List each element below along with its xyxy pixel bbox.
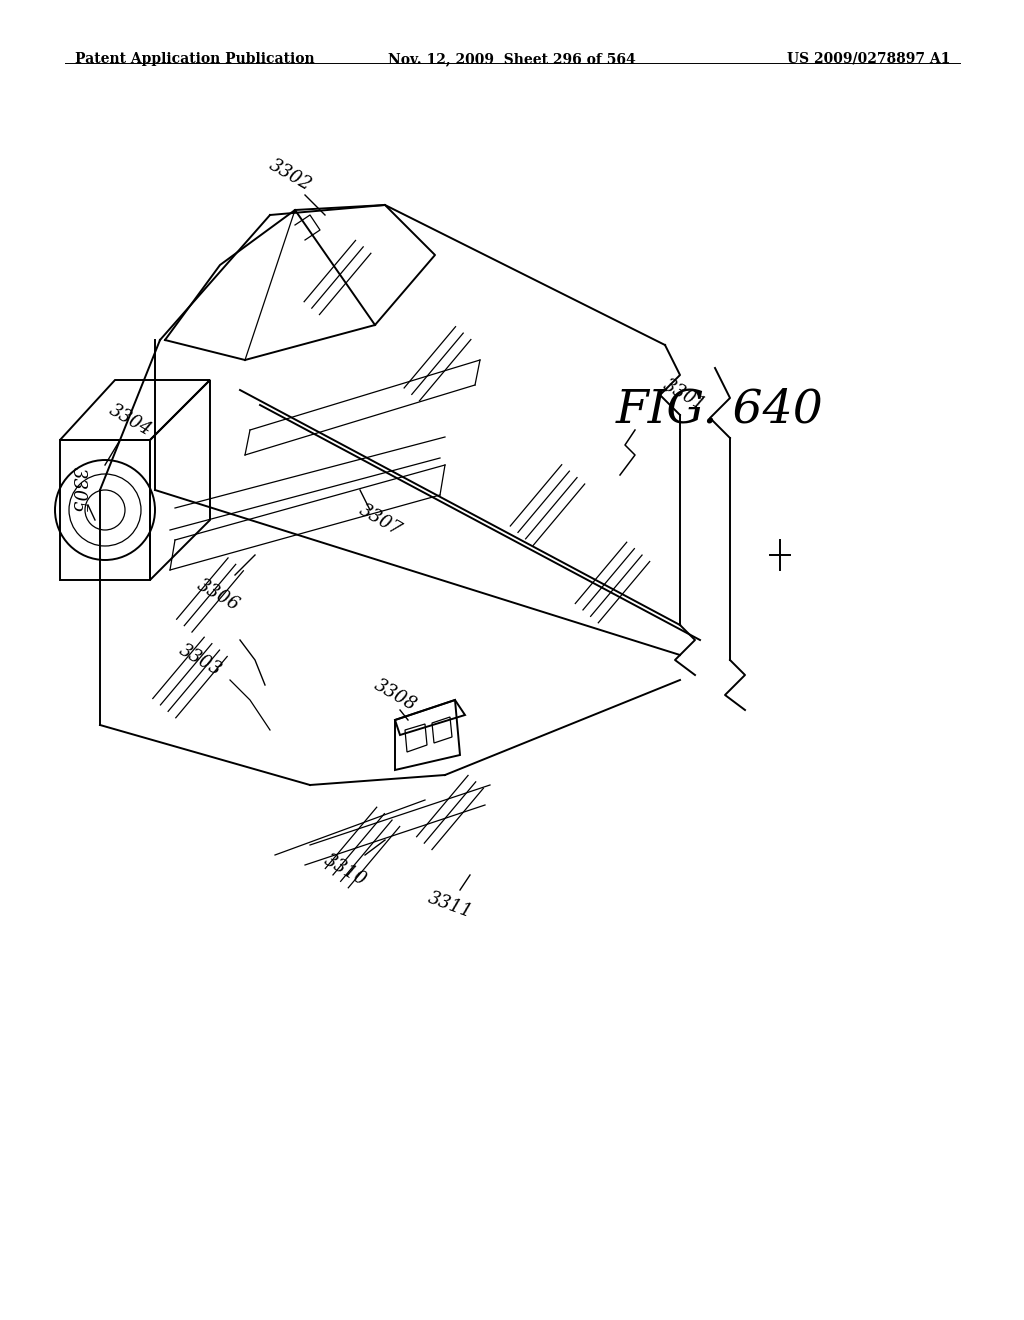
Text: FIG. 640: FIG. 640 bbox=[616, 387, 824, 433]
Text: 3302: 3302 bbox=[265, 156, 314, 194]
Text: 3307: 3307 bbox=[355, 500, 404, 540]
Text: US 2009/0278897 A1: US 2009/0278897 A1 bbox=[786, 51, 950, 66]
Text: 3308: 3308 bbox=[371, 676, 420, 714]
Text: 3303: 3303 bbox=[175, 640, 224, 680]
Text: Patent Application Publication: Patent Application Publication bbox=[75, 51, 314, 66]
Text: Nov. 12, 2009  Sheet 296 of 564: Nov. 12, 2009 Sheet 296 of 564 bbox=[388, 51, 636, 66]
Text: 3301: 3301 bbox=[660, 376, 709, 414]
Text: 3305: 3305 bbox=[69, 467, 87, 513]
Text: 3310: 3310 bbox=[321, 850, 370, 890]
Text: 3304: 3304 bbox=[105, 401, 155, 440]
Text: 3311: 3311 bbox=[425, 888, 475, 921]
Text: 3306: 3306 bbox=[194, 576, 243, 614]
